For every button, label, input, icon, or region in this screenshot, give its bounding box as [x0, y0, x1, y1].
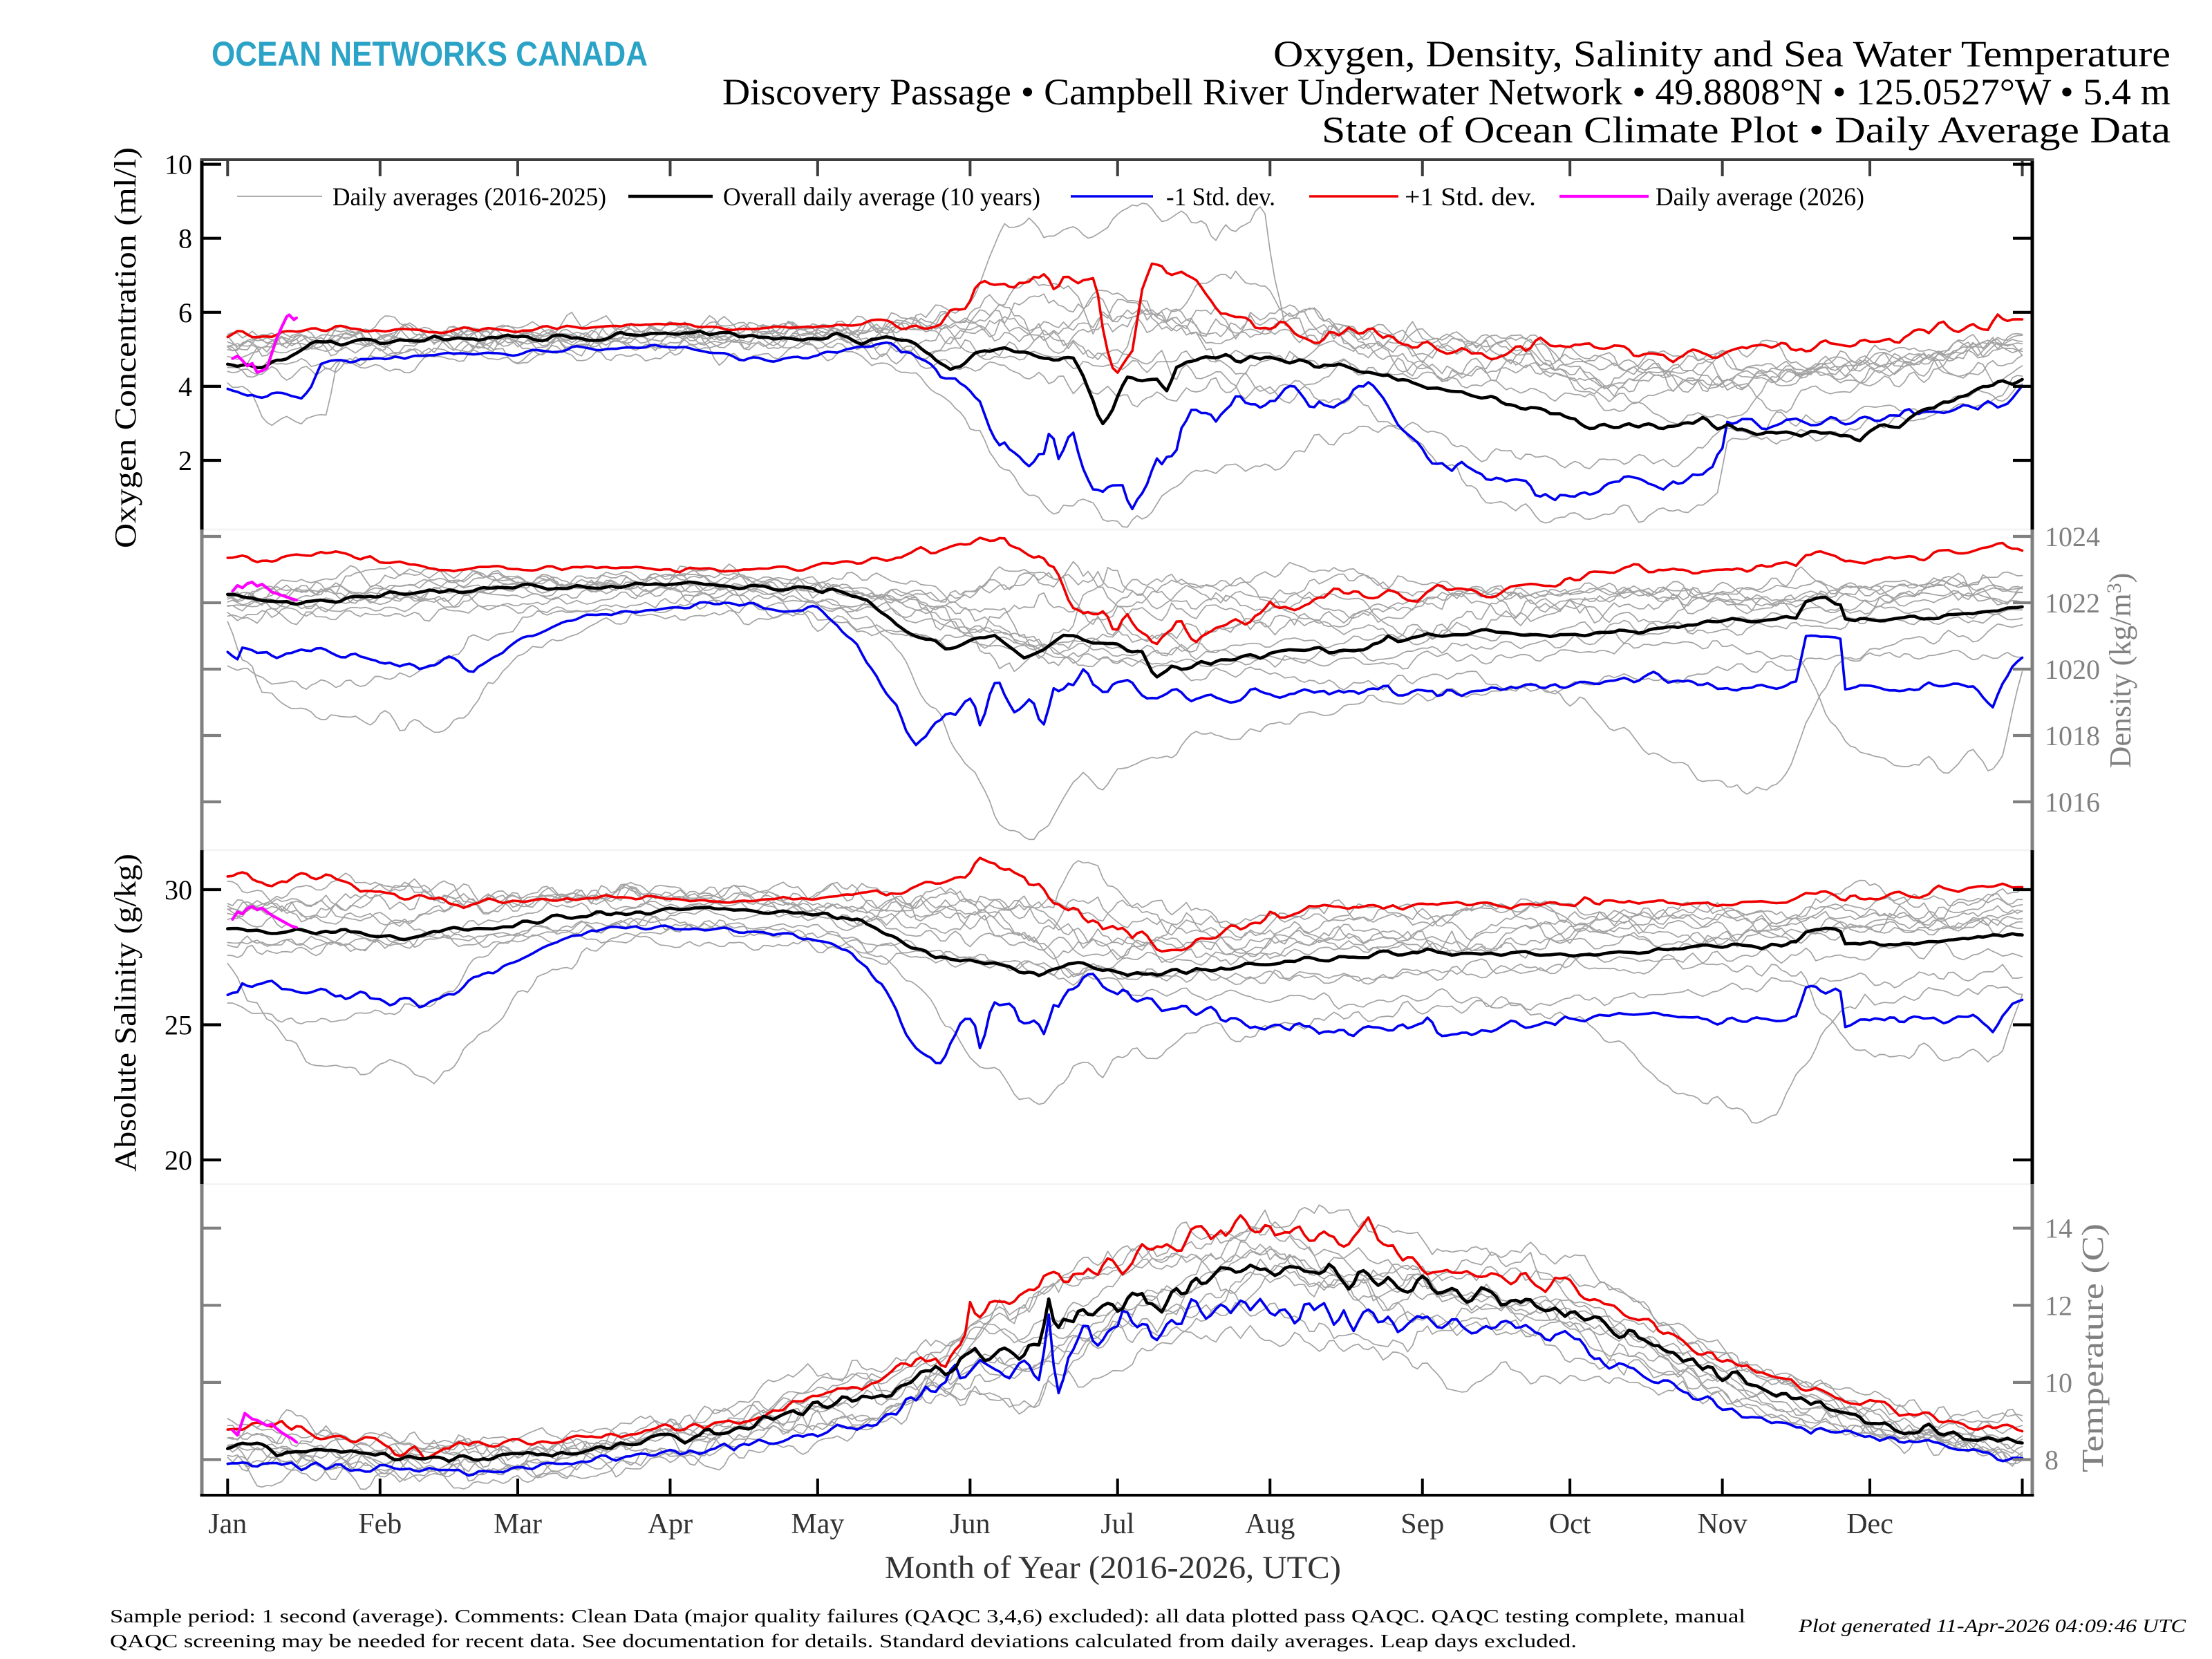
- svg-text:Oct: Oct: [1549, 1508, 1591, 1540]
- svg-text:+1 Std. dev.: +1 Std. dev.: [1405, 183, 1536, 212]
- svg-text:10: 10: [165, 149, 192, 180]
- svg-text:Temperature (C): Temperature (C): [2076, 1224, 2110, 1472]
- svg-text:2: 2: [178, 445, 192, 476]
- svg-text:Density (kg/m3): Density (kg/m3): [2103, 573, 2137, 769]
- svg-text:Apr: Apr: [648, 1508, 693, 1540]
- svg-text:6: 6: [178, 297, 192, 328]
- svg-text:OCEAN NETWORKS CANADA: OCEAN NETWORKS CANADA: [212, 35, 648, 73]
- svg-text:Daily average (2026): Daily average (2026): [1656, 183, 1864, 212]
- svg-text:25: 25: [165, 1010, 192, 1041]
- svg-text:Aug: Aug: [1245, 1508, 1295, 1540]
- svg-text:12: 12: [2045, 1290, 2072, 1321]
- svg-text:State of Ocean Climate Plot •: State of Ocean Climate Plot • Daily Aver…: [1322, 109, 2171, 151]
- svg-text:Discovery Passage • Campbell R: Discovery Passage • Campbell River Under…: [722, 71, 2171, 113]
- svg-text:Daily averages (2016-2025): Daily averages (2016-2025): [332, 183, 606, 212]
- svg-text:Feb: Feb: [358, 1508, 402, 1540]
- svg-text:QAQC screening may be needed f: QAQC screening may be needed for recent …: [110, 1630, 1577, 1651]
- svg-text:-1 Std. dev.: -1 Std. dev.: [1166, 183, 1275, 212]
- svg-text:Dec: Dec: [1846, 1508, 1893, 1540]
- svg-text:30: 30: [165, 874, 192, 906]
- svg-text:Jan: Jan: [208, 1508, 247, 1540]
- svg-text:8: 8: [178, 223, 192, 254]
- svg-text:Plot generated 11-Apr-2026 04:: Plot generated 11-Apr-2026 04:09:46 UTC: [1798, 1615, 2186, 1636]
- svg-text:May: May: [791, 1508, 844, 1540]
- svg-text:10: 10: [2045, 1367, 2072, 1398]
- svg-text:Oxygen Concentration (ml/l): Oxygen Concentration (ml/l): [109, 147, 142, 548]
- svg-text:Mar: Mar: [494, 1508, 542, 1540]
- svg-text:20: 20: [165, 1145, 192, 1176]
- svg-text:Sample period: 1 second (avera: Sample period: 1 second (average). Comme…: [110, 1605, 1745, 1627]
- svg-text:Absolute Salinity (g/kg): Absolute Salinity (g/kg): [109, 854, 142, 1172]
- svg-text:1016: 1016: [2045, 787, 2100, 818]
- svg-text:Month of Year (2016-2026, UTC): Month of Year (2016-2026, UTC): [885, 1550, 1341, 1586]
- svg-text:Jul: Jul: [1100, 1508, 1134, 1540]
- svg-text:4: 4: [178, 371, 192, 402]
- svg-text:Jun: Jun: [950, 1508, 990, 1540]
- svg-text:Sep: Sep: [1400, 1508, 1444, 1540]
- svg-text:Oxygen, Density, Salinity and: Oxygen, Density, Salinity and Sea Water …: [1273, 33, 2171, 75]
- svg-text:Overall daily average (10 year: Overall daily average (10 years): [723, 183, 1040, 212]
- svg-text:14: 14: [2045, 1213, 2072, 1244]
- svg-text:1022: 1022: [2045, 588, 2100, 619]
- svg-text:1018: 1018: [2045, 720, 2100, 751]
- svg-text:Nov: Nov: [1697, 1508, 1747, 1540]
- svg-text:1020: 1020: [2045, 654, 2100, 685]
- svg-text:8: 8: [2045, 1445, 2059, 1476]
- svg-text:1024: 1024: [2045, 521, 2100, 552]
